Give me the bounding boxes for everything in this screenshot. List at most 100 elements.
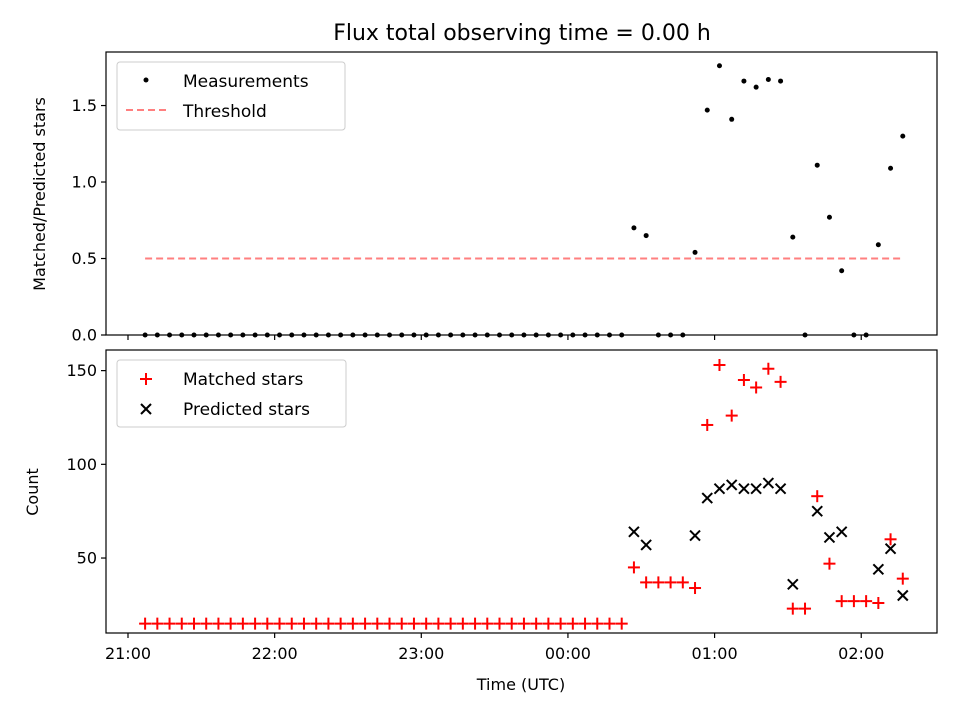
predicted-stars-point — [835, 526, 848, 538]
predicted-stars-point — [872, 563, 885, 575]
matched-stars-point — [591, 617, 604, 630]
predicted-stars-point — [762, 477, 775, 489]
matched-stars-point — [273, 617, 286, 630]
count-y-axis-label: Count — [23, 468, 42, 516]
count-marks — [139, 358, 909, 630]
measurements-point — [778, 78, 784, 84]
measurements-point — [765, 77, 771, 83]
measurements-point — [814, 162, 820, 168]
measurements-point — [888, 165, 894, 171]
legend-measurements-marker — [143, 77, 149, 83]
matched-stars-point — [615, 617, 628, 630]
matched-stars-point — [835, 595, 848, 608]
matched-stars-point — [530, 617, 543, 630]
ratio-panel: 0.0 0.5 1.0 1.5 Matched/Predicted stars Mea… — [30, 51, 938, 345]
count-y-ticks: 50 100 150 — [66, 361, 106, 568]
predicted-stars-point — [750, 482, 762, 495]
ratio-legend: Measurements Threshold — [116, 61, 346, 131]
matched-stars-point — [676, 576, 689, 589]
measurements-point — [631, 225, 637, 231]
count-x-tick-label: 00:00 — [545, 644, 591, 663]
matched-stars-point — [469, 617, 482, 630]
matched-stars-point — [493, 617, 506, 630]
matched-stars-point — [322, 617, 335, 630]
ratio-legend-frame — [116, 61, 346, 131]
count-y-tick-label: 150 — [66, 361, 97, 380]
predicted-stars-point — [689, 529, 701, 542]
measurements-point — [826, 214, 832, 220]
count-y-tick-label: 100 — [66, 455, 97, 474]
predicted-stars-point — [628, 526, 640, 538]
ratio-y-tick-label: 1.5 — [72, 96, 97, 115]
count-x-tick-label: 21:00 — [105, 644, 151, 663]
ratio-marks — [142, 63, 906, 338]
predicted-stars-point — [725, 479, 738, 491]
matched-stars-point — [664, 576, 677, 589]
matched-stars-point — [297, 617, 310, 630]
matched-stars-point — [603, 617, 616, 630]
matched-stars-point — [847, 595, 860, 608]
matched-stars-point — [640, 576, 653, 589]
matched-stars-point — [627, 561, 640, 574]
count-x-ticks: 21:00 22:00 23:00 00:00 01:00 02:00 — [105, 633, 884, 663]
matched-stars-point — [444, 617, 457, 630]
measurements-point — [729, 116, 735, 122]
matched-stars-point — [200, 617, 213, 630]
predicted-stars-point — [787, 578, 799, 590]
measurements-point — [875, 242, 881, 248]
matched-stars-point — [163, 617, 176, 630]
legend-threshold-label: Threshold — [182, 102, 267, 122]
count-x-tick-label: 02:00 — [838, 644, 884, 663]
legend-matched-marker — [140, 373, 152, 385]
matched-stars-point — [884, 533, 897, 546]
matched-stars-point — [334, 617, 347, 630]
chart-title: Flux total observing time = 0.00 h — [333, 21, 711, 46]
count-legend-frame — [116, 359, 347, 428]
matched-stars-point — [139, 617, 152, 630]
matched-stars-point — [224, 617, 237, 630]
matched-stars-point — [579, 617, 592, 630]
count-x-tick-label: 01:00 — [692, 644, 738, 663]
matched-stars-point — [187, 617, 200, 630]
ratio-y-ticks: 0.0 0.5 1.0 1.5 — [72, 96, 106, 345]
matched-stars-point — [750, 381, 763, 394]
ratio-panel-frame — [105, 51, 938, 336]
predicted-stars-point — [713, 482, 726, 495]
matched-stars-point — [420, 617, 433, 630]
matched-stars-point — [395, 617, 408, 630]
predicted-stars-point — [897, 589, 909, 602]
matched-stars-point — [762, 362, 775, 375]
matched-stars-point — [371, 617, 384, 630]
ratio-y-tick-label: 1.0 — [72, 173, 97, 192]
matched-stars-point — [249, 617, 262, 630]
matched-stars-point — [407, 617, 420, 630]
matched-stars-point — [151, 617, 164, 630]
legend-matched-label: Matched stars — [183, 370, 303, 390]
measurements-point — [839, 268, 845, 274]
legend-predicted-label: Predicted stars — [183, 400, 310, 420]
count-x-tick-label: 22:00 — [252, 644, 298, 663]
matched-stars-point — [236, 617, 249, 630]
matched-stars-point — [456, 617, 469, 630]
matched-stars-point — [725, 409, 738, 422]
ratio-y-tick-label: 0.0 — [72, 326, 97, 345]
predicted-stars-point — [884, 542, 897, 555]
matched-stars-point — [860, 595, 873, 608]
predicted-stars-point — [811, 505, 823, 517]
count-x-axis-label: Time (UTC) — [476, 675, 565, 694]
predicted-stars-point — [640, 539, 652, 551]
measurements-point — [692, 249, 698, 255]
matched-stars-point — [652, 576, 665, 589]
matched-stars-point — [285, 617, 298, 630]
matched-stars-point — [713, 358, 726, 371]
matched-stars-point — [701, 418, 714, 431]
matched-stars-point — [811, 490, 824, 503]
ratio-y-tick-label: 0.5 — [72, 249, 97, 268]
matched-stars-point — [346, 617, 359, 630]
matched-stars-point — [554, 617, 567, 630]
matched-stars-point — [799, 602, 812, 615]
matched-stars-point — [774, 375, 787, 388]
matched-stars-point — [310, 617, 323, 630]
